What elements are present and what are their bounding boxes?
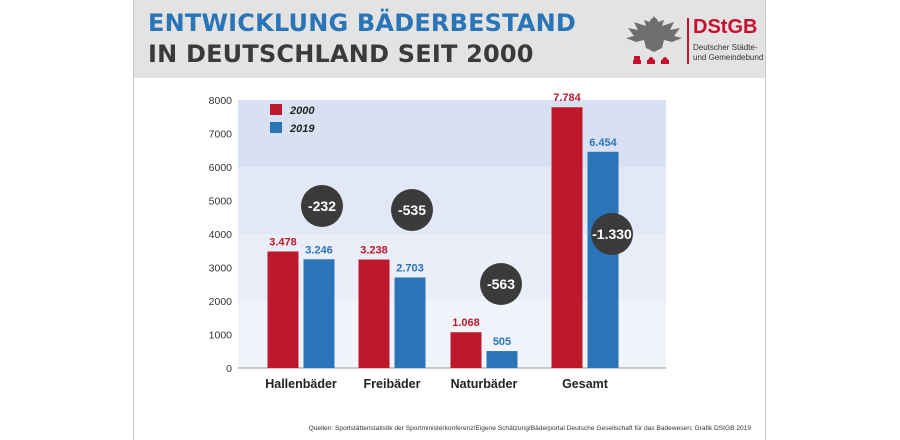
- bars: 3.478 3.246 3.238 2.703 1.068 505 7.784 6.454: [267, 92, 619, 369]
- data-label: 3.238: [360, 245, 388, 257]
- x-tick-label: Freibäder: [364, 377, 421, 391]
- data-label: 7.784: [553, 92, 581, 104]
- legend-swatch-2000: [270, 104, 282, 115]
- dstgb-logo: DStGB Deutscher Städte- und Gemeindebund: [624, 16, 763, 72]
- difference-badge: [301, 185, 343, 227]
- legend-label: 2000: [289, 105, 315, 117]
- x-axis: Hallenbäder Freibäder Naturbäder Gesamt: [265, 377, 609, 391]
- bar-2000: [450, 332, 482, 368]
- eagle-emblem-icon: [626, 16, 682, 65]
- y-tick-label: 3000: [209, 263, 233, 275]
- y-tick-label: 8000: [209, 95, 233, 107]
- title-line-2: IN DEUTSCHLAND SEIT 2000: [148, 40, 534, 68]
- y-tick-label: 5000: [209, 196, 233, 208]
- x-tick-label: Hallenbäder: [265, 377, 337, 391]
- bar-2019: [394, 277, 426, 368]
- x-tick-label: Gesamt: [562, 377, 609, 391]
- data-label: 3.478: [269, 236, 297, 248]
- legend-label: 2019: [289, 123, 315, 135]
- source-note: Quellen: Sportstättenstatistik der Sport…: [308, 425, 751, 432]
- bar-2019: [303, 259, 335, 368]
- title-line-1: ENTWICKLUNG BÄDERBESTAND: [148, 9, 577, 37]
- difference-badges: -232 -535 -563 -1.330: [301, 185, 633, 305]
- difference-label: -563: [487, 276, 515, 292]
- data-label: 2.703: [396, 262, 424, 274]
- difference-badge: [480, 263, 522, 305]
- y-tick-label: 6000: [209, 162, 233, 174]
- bar-2019: [587, 151, 619, 368]
- legend: 2000 2019: [270, 104, 315, 135]
- y-tick-label: 4000: [209, 229, 233, 241]
- difference-label: -232: [308, 198, 336, 214]
- data-label: 505: [493, 336, 511, 348]
- data-label: 6.454: [589, 137, 617, 149]
- x-tick-label: Naturbäder: [451, 377, 518, 391]
- bar-2000: [267, 251, 299, 368]
- y-tick-label: 1000: [209, 330, 233, 342]
- data-label: 3.246: [305, 244, 333, 256]
- logo-subtitle-1: Deutscher Städte-: [693, 43, 758, 52]
- logo-divider: [687, 18, 689, 64]
- difference-badge: [591, 213, 633, 255]
- y-axis: 0 1000 2000 3000 4000 5000 6000 7000 8000: [209, 95, 233, 375]
- difference-label: -535: [398, 202, 426, 218]
- logo-name: DStGB: [693, 16, 758, 38]
- bar-2000: [551, 107, 583, 369]
- y-tick-label: 0: [226, 363, 232, 375]
- difference-badge: [391, 189, 433, 231]
- y-tick-label: 7000: [209, 129, 233, 141]
- infographic-card: ENTWICKLUNG BÄDERBESTAND IN DEUTSCHLAND …: [133, 0, 766, 440]
- header-band: ENTWICKLUNG BÄDERBESTAND IN DEUTSCHLAND …: [134, 0, 765, 78]
- legend-swatch-2019: [270, 122, 282, 133]
- difference-label: -1.330: [592, 226, 632, 242]
- bar-2019: [486, 351, 518, 368]
- y-tick-label: 2000: [209, 296, 233, 308]
- data-label: 1.068: [452, 317, 480, 329]
- logo-subtitle-2: und Gemeindebund: [693, 53, 764, 62]
- bar-2000: [358, 259, 390, 368]
